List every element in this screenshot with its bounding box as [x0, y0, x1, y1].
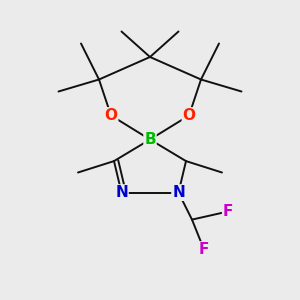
Text: O: O: [104, 108, 118, 123]
Text: O: O: [182, 108, 196, 123]
Text: F: F: [223, 204, 233, 219]
Text: N: N: [172, 185, 185, 200]
Text: N: N: [115, 185, 128, 200]
Text: B: B: [144, 132, 156, 147]
Text: F: F: [199, 242, 209, 257]
